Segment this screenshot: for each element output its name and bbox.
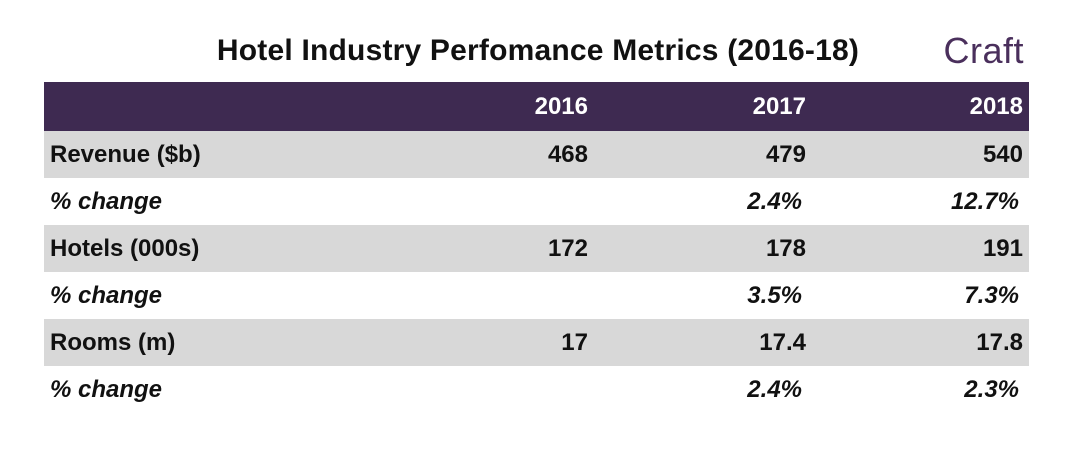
table-cell: 2.4%	[747, 375, 802, 403]
header-cell-label	[44, 82, 389, 131]
table-cell: 178	[765, 234, 806, 262]
table-cell: 17.4	[759, 328, 806, 356]
table-row-revenue: Revenue ($b) 468 479 540	[44, 131, 1029, 178]
table-cell: 2.3%	[964, 375, 1019, 403]
chart-title: Hotel Industry Perfomance Metrics (2016-…	[216, 34, 860, 67]
table-cell: 191	[982, 234, 1023, 262]
header-cell-2018: 2018	[969, 92, 1023, 120]
table-cell	[389, 178, 594, 225]
row-label: % change	[50, 187, 163, 215]
table-cell: 3.5%	[747, 281, 802, 309]
table-row-revenue-change: % change 2.4% 12.7%	[44, 178, 1029, 225]
header-cell-2016: 2016	[534, 92, 588, 120]
table-cell: 2.4%	[747, 187, 802, 215]
row-label: Hotels (000s)	[50, 234, 200, 262]
table-row-rooms-change: % change 2.4% 2.3%	[44, 366, 1029, 413]
header-cell-2017: 2017	[752, 92, 806, 120]
craft-logo: Craft	[943, 30, 1024, 71]
table-row-hotels-change: % change 3.5% 7.3%	[44, 272, 1029, 319]
metrics-table: 2016 2017 2018 Revenue ($b) 468 479 540 …	[44, 82, 1029, 413]
table-cell: 12.7%	[950, 187, 1019, 215]
table-row-rooms: Rooms (m) 17 17.4 17.8	[44, 319, 1029, 366]
table-cell: 172	[547, 234, 588, 262]
row-label: Revenue ($b)	[50, 140, 201, 168]
table-cell: 17	[561, 328, 588, 356]
table-cell: 479	[765, 140, 806, 168]
table-cell: 468	[547, 140, 588, 168]
row-label: % change	[50, 375, 163, 403]
table-cell: 7.3%	[964, 281, 1019, 309]
table-cell: 540	[982, 140, 1023, 168]
table-row-hotels: Hotels (000s) 172 178 191	[44, 225, 1029, 272]
row-label: Rooms (m)	[50, 328, 176, 356]
table-header-row: 2016 2017 2018	[44, 82, 1029, 131]
table-cell	[389, 366, 594, 413]
table-cell: 17.8	[976, 328, 1023, 356]
table-cell	[389, 272, 594, 319]
row-label: % change	[50, 281, 163, 309]
